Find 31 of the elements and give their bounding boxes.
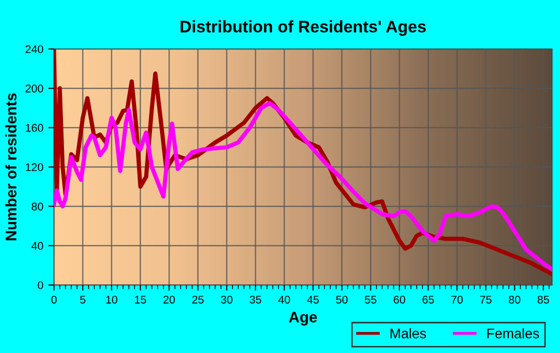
x-tick-label: 70: [451, 296, 463, 304]
x-tick-label: 55: [364, 296, 376, 304]
x-tick-label: 15: [135, 296, 146, 304]
x-tick-label: 45: [307, 296, 319, 304]
y-tick-label: 0: [38, 281, 44, 290]
x-tick-label: 50: [336, 296, 348, 304]
x-tick-label: 5: [80, 296, 86, 304]
y-tick-label: 80: [32, 202, 44, 210]
y-tick-label: 200: [26, 84, 44, 92]
x-tick-label: 85: [538, 296, 550, 304]
y-axis-title: Number of residents: [5, 93, 16, 240]
x-tick-label: 60: [394, 296, 406, 304]
legend-label: Males: [390, 328, 426, 338]
x-tick-label: 0: [51, 296, 57, 304]
x-tick-label: 30: [220, 296, 232, 304]
x-axis-title: Age: [288, 312, 317, 326]
y-tick-label: 160: [26, 124, 44, 132]
chart-title: Distribution of Residents' Ages: [180, 20, 426, 36]
line-series: [54, 101, 552, 272]
x-tick-label: 75: [480, 296, 492, 304]
x-tick-label: 40: [278, 296, 290, 304]
x-tick-label: 25: [192, 296, 204, 304]
y-tick-label: 240: [26, 45, 44, 54]
x-tick-label: 10: [106, 296, 118, 304]
legend-label: Females: [487, 328, 539, 338]
y-tick-label: 120: [26, 163, 44, 172]
x-tick-label: 65: [422, 296, 434, 304]
y-tick-label: 40: [31, 242, 44, 250]
x-tick-label: 80: [508, 296, 520, 304]
x-tick-label: 35: [250, 296, 262, 304]
x-tick-label: 20: [164, 296, 175, 304]
